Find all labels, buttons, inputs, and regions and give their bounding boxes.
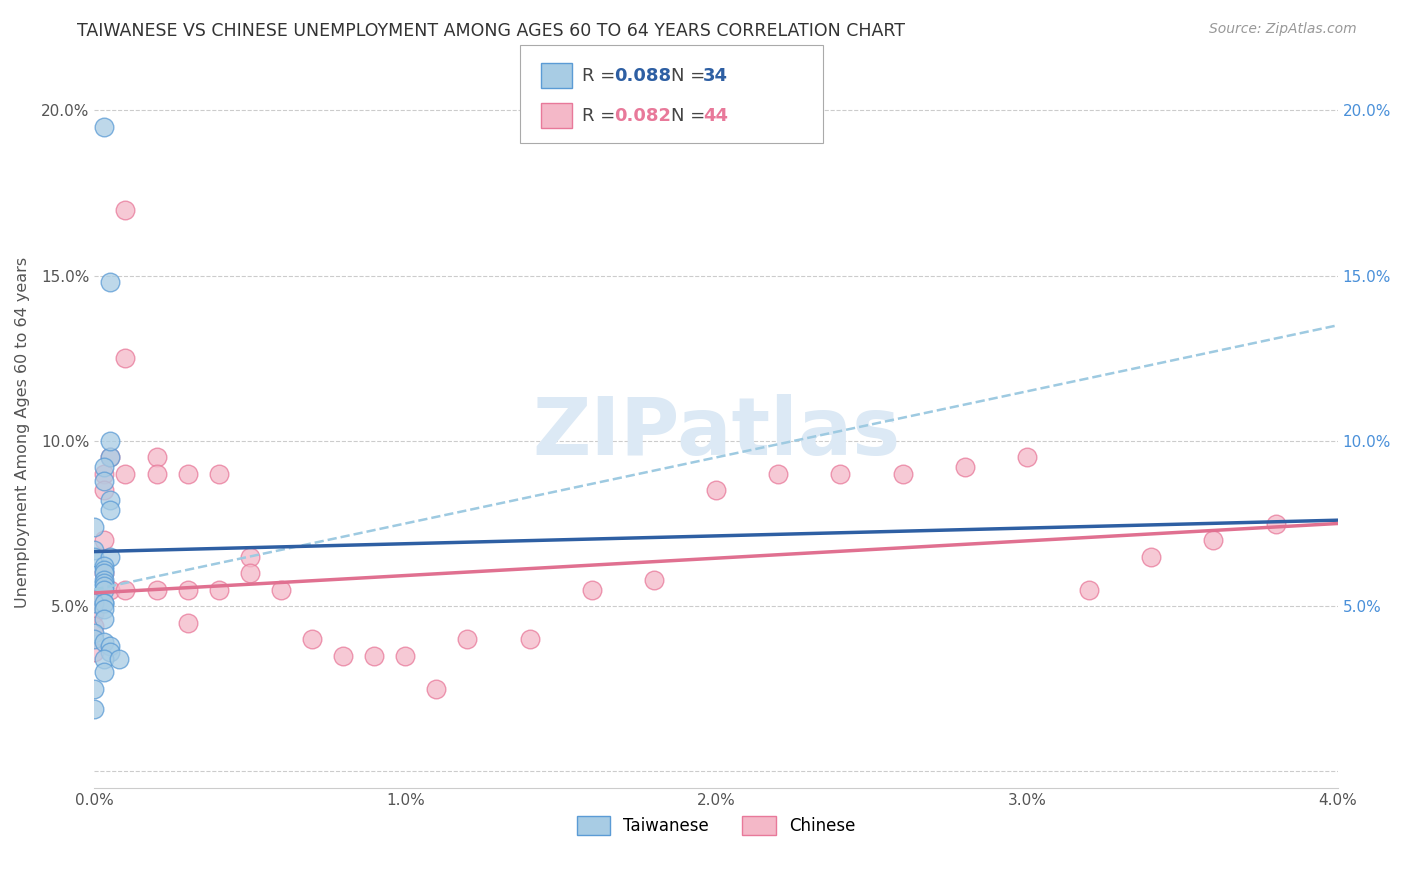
- Point: [93, 483, 115, 498]
- Point: [98, 503, 121, 517]
- Point: [114, 467, 136, 481]
- Point: [145, 467, 167, 481]
- Point: [93, 559, 115, 574]
- Point: [93, 566, 115, 580]
- Point: [98, 275, 121, 289]
- Point: [270, 582, 292, 597]
- Point: [98, 450, 121, 465]
- Text: N =: N =: [671, 67, 710, 85]
- Point: [768, 467, 790, 481]
- Point: [93, 474, 115, 488]
- Point: [114, 582, 136, 597]
- Point: [98, 582, 121, 597]
- Point: [145, 582, 167, 597]
- Y-axis label: Unemployment Among Ages 60 to 64 years: Unemployment Among Ages 60 to 64 years: [15, 257, 30, 608]
- Point: [98, 434, 121, 448]
- Point: [93, 460, 115, 475]
- Point: [83, 520, 105, 534]
- Point: [93, 652, 115, 666]
- Point: [93, 576, 115, 591]
- Point: [394, 648, 416, 663]
- Point: [83, 625, 105, 640]
- Point: [98, 645, 121, 659]
- Text: 44: 44: [703, 107, 728, 125]
- Point: [93, 563, 115, 577]
- Point: [83, 681, 105, 696]
- Point: [83, 543, 105, 558]
- Text: R =: R =: [582, 107, 621, 125]
- Point: [93, 566, 115, 580]
- Point: [93, 582, 115, 597]
- Point: [108, 652, 131, 666]
- Point: [643, 573, 665, 587]
- Point: [363, 648, 385, 663]
- Point: [176, 582, 198, 597]
- Point: [83, 592, 105, 607]
- Point: [1140, 549, 1163, 564]
- Point: [93, 120, 115, 134]
- Point: [83, 645, 105, 659]
- Point: [93, 596, 115, 610]
- Point: [114, 202, 136, 217]
- Point: [332, 648, 354, 663]
- Point: [581, 582, 603, 597]
- Point: [176, 615, 198, 630]
- Point: [425, 681, 447, 696]
- Point: [83, 549, 105, 564]
- Point: [98, 549, 121, 564]
- Point: [93, 635, 115, 649]
- Point: [93, 665, 115, 680]
- Point: [98, 450, 121, 465]
- Point: [83, 619, 105, 633]
- Text: R =: R =: [582, 67, 621, 85]
- Point: [704, 483, 727, 498]
- Point: [239, 566, 262, 580]
- Point: [83, 632, 105, 647]
- Point: [456, 632, 478, 647]
- Point: [93, 573, 115, 587]
- Point: [83, 606, 105, 620]
- Text: Source: ZipAtlas.com: Source: ZipAtlas.com: [1209, 22, 1357, 37]
- Point: [83, 701, 105, 715]
- Text: ZIPatlas: ZIPatlas: [531, 393, 900, 472]
- Point: [208, 467, 231, 481]
- Legend: Taiwanese, Chinese: Taiwanese, Chinese: [568, 808, 863, 844]
- Point: [301, 632, 323, 647]
- Point: [83, 596, 105, 610]
- Point: [1015, 450, 1038, 465]
- Point: [239, 549, 262, 564]
- Point: [145, 450, 167, 465]
- Point: [208, 582, 231, 597]
- Point: [93, 602, 115, 616]
- Point: [891, 467, 914, 481]
- Point: [830, 467, 852, 481]
- Text: N =: N =: [671, 107, 710, 125]
- Text: 0.082: 0.082: [614, 107, 672, 125]
- Point: [98, 639, 121, 653]
- Point: [93, 467, 115, 481]
- Point: [1264, 516, 1286, 531]
- Text: TAIWANESE VS CHINESE UNEMPLOYMENT AMONG AGES 60 TO 64 YEARS CORRELATION CHART: TAIWANESE VS CHINESE UNEMPLOYMENT AMONG …: [77, 22, 905, 40]
- Point: [1078, 582, 1101, 597]
- Text: 34: 34: [703, 67, 728, 85]
- Point: [953, 460, 976, 475]
- Point: [176, 467, 198, 481]
- Point: [1202, 533, 1225, 547]
- Point: [93, 596, 115, 610]
- Point: [98, 493, 121, 508]
- Point: [519, 632, 541, 647]
- Text: 0.088: 0.088: [614, 67, 672, 85]
- Point: [93, 533, 115, 547]
- Point: [93, 612, 115, 626]
- Point: [114, 351, 136, 366]
- Point: [93, 579, 115, 593]
